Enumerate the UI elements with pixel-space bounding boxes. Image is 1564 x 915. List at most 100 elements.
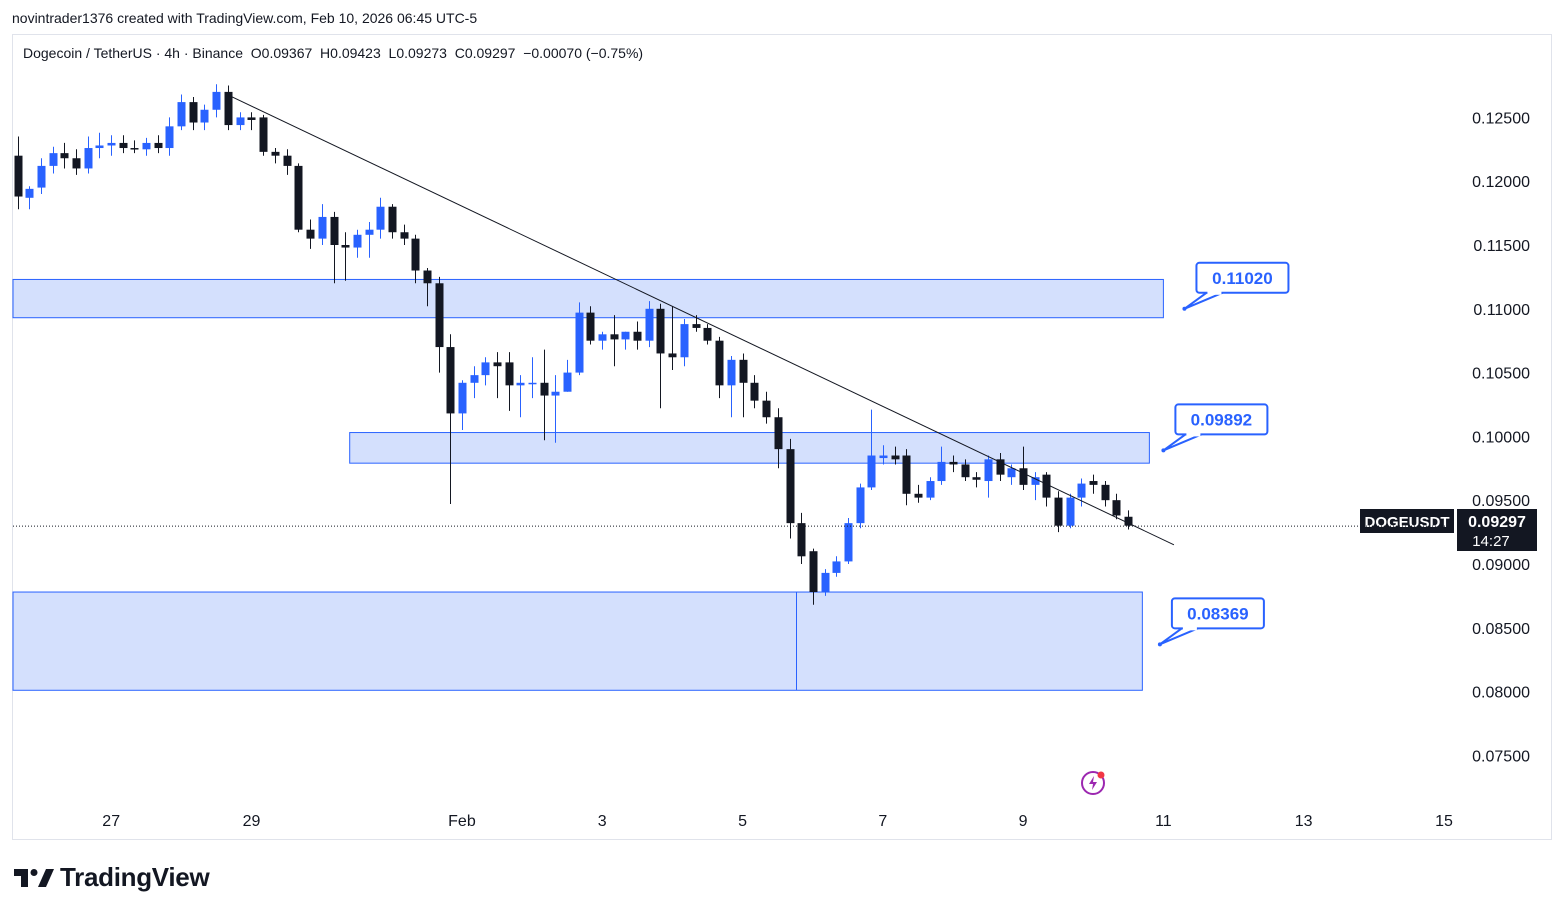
candle [668, 306, 677, 371]
y-tick-label: 0.12500 [1472, 110, 1530, 127]
candle-body [996, 459, 1005, 475]
candle-body [1112, 500, 1121, 516]
candle-body [470, 375, 479, 383]
candle-body [961, 464, 970, 478]
candle-body [165, 126, 174, 149]
candle-body [446, 347, 455, 414]
x-tick-label: 27 [102, 813, 120, 830]
candle-body [1031, 477, 1040, 485]
candle-body [680, 324, 689, 358]
candle-body [879, 455, 888, 459]
candle-body [540, 382, 549, 396]
candle [177, 94, 186, 131]
x-tick-label: 15 [1435, 813, 1453, 830]
candle-body [786, 449, 795, 524]
candle-body [563, 372, 572, 392]
candles-layer [14, 84, 1133, 605]
candle [470, 366, 479, 399]
y-tick-label: 0.09000 [1472, 557, 1530, 574]
candle-body [621, 331, 630, 340]
x-tick-label: 7 [878, 813, 887, 830]
candle-body [774, 417, 783, 450]
candle [306, 219, 315, 249]
candle [633, 321, 642, 350]
legend-symbol: Dogecoin / TetherUS · 4h · Binance [23, 45, 243, 61]
candle-body [493, 362, 502, 367]
candle-body [656, 308, 665, 354]
candle-body [259, 117, 268, 152]
candle [271, 148, 280, 164]
candle-body [739, 359, 748, 383]
candle [598, 331, 607, 350]
candle [423, 267, 432, 307]
candle-body [668, 353, 677, 358]
candle-body [984, 459, 993, 482]
candle-body [645, 308, 654, 341]
candle-body [294, 165, 303, 230]
symbol-badge-bg [1360, 509, 1454, 533]
candle-body [1042, 474, 1051, 498]
candle [621, 331, 630, 350]
candle [540, 349, 549, 441]
y-tick-label: 0.11500 [1473, 238, 1530, 255]
candle [224, 85, 233, 131]
candle-body [1054, 497, 1063, 526]
y-tick-label: 0.12000 [1472, 174, 1530, 191]
candle [365, 222, 374, 258]
candle [528, 357, 537, 399]
price-callout: 0.08369 [1157, 597, 1265, 647]
candle-body [84, 148, 93, 169]
candle [645, 301, 654, 348]
candle-body [318, 216, 327, 239]
candle-body [1089, 481, 1098, 485]
candle [949, 455, 958, 473]
candle-body [856, 487, 865, 524]
candle-body [1066, 497, 1075, 526]
candle [376, 197, 385, 239]
candle [107, 135, 116, 156]
candle [25, 186, 34, 210]
candle [330, 211, 339, 284]
y-tick-label: 0.09500 [1472, 493, 1530, 510]
candle [516, 375, 525, 418]
candle [1124, 510, 1133, 530]
y-tick-label: 0.08000 [1472, 685, 1530, 702]
candle-body [809, 551, 818, 593]
candle [200, 104, 209, 131]
candle-body [481, 362, 490, 376]
candle [142, 137, 151, 156]
candle-body [72, 158, 81, 169]
candle [774, 408, 783, 469]
candle [844, 518, 853, 564]
candle [446, 334, 455, 504]
candle [247, 112, 256, 131]
candle-body [715, 340, 724, 386]
callout-box [1170, 597, 1265, 630]
candle [165, 117, 174, 156]
candle [961, 459, 970, 482]
candle [926, 477, 935, 501]
callouts-layer: 0.11020 0.09892 0.08369 [1157, 261, 1290, 647]
price-badge-bg [1457, 509, 1537, 551]
trendline [226, 93, 1175, 546]
price-callout: 0.11020 [1182, 261, 1290, 311]
candle-body [797, 523, 806, 557]
candle [353, 229, 362, 258]
candle [37, 158, 46, 194]
callout-anchor [1182, 306, 1187, 311]
lightning-icon[interactable] [1081, 771, 1105, 795]
candle [727, 356, 736, 418]
candle-body [1077, 483, 1086, 498]
candle-body [633, 331, 642, 341]
candle [318, 204, 327, 245]
candle [891, 446, 900, 465]
candle-body [411, 238, 420, 271]
candle [212, 84, 221, 118]
candle [575, 302, 584, 376]
candle [809, 548, 818, 605]
tradingview-logo[interactable]: TradingView [14, 862, 210, 893]
candle-body [586, 312, 595, 341]
candle [294, 163, 303, 233]
y-tick-label: 0.08500 [1472, 621, 1530, 638]
